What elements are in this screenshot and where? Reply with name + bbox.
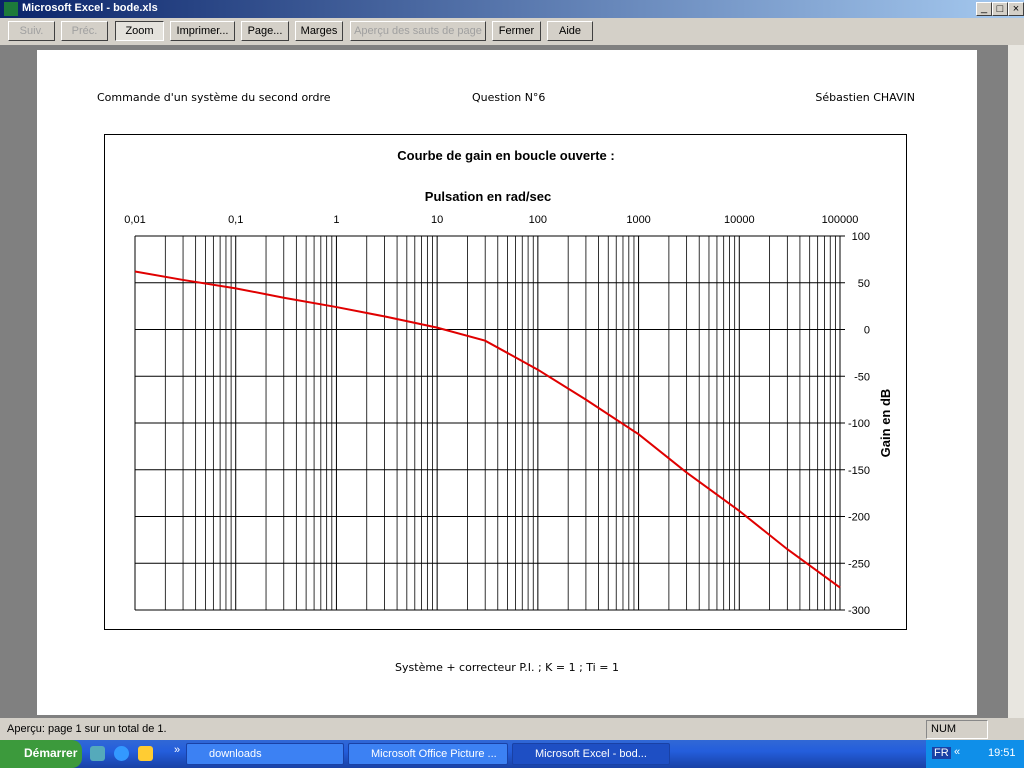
y-tick-label: -50 xyxy=(854,371,870,383)
quicklaunch-icon[interactable] xyxy=(138,746,153,761)
title-bar: Microsoft Excel - bode.xls _ □ × xyxy=(0,0,1024,18)
toolbar-button[interactable]: Imprimer... xyxy=(170,21,235,41)
x-tick-label: 1000 xyxy=(626,214,650,226)
system-tray: FR « 19:51 xyxy=(926,740,1024,768)
y-tick-label: -100 xyxy=(848,418,870,430)
gain-curve xyxy=(134,270,841,589)
y-tick-label: -150 xyxy=(848,465,870,477)
footer: Système + correcteur P.I. ; K = 1 ; Ti =… xyxy=(395,661,619,674)
close-button[interactable]: × xyxy=(1008,2,1024,16)
toolbar-button[interactable]: Zoom xyxy=(115,21,164,41)
toolbar: Suiv. Préc. Zoom Imprimer... Page... Marges Ap… xyxy=(0,18,1024,45)
status-message: Aperçu: page 1 sur un total de 1. xyxy=(7,723,167,735)
chart: Courbe de gain en boucle ouverte : Pulsa… xyxy=(104,134,907,630)
task-button[interactable]: downloads xyxy=(186,743,344,765)
header-right: Sébastien CHAVIN xyxy=(815,91,915,104)
start-button[interactable]: Démarrer xyxy=(0,740,82,768)
page: Commande d'un système du second ordre Qu… xyxy=(37,50,977,715)
toolbar-button[interactable]: Fermer xyxy=(492,21,541,41)
x-tick-label: 0,1 xyxy=(228,214,243,226)
x-tick-label: 100 xyxy=(529,214,547,226)
task-button[interactable]: Microsoft Excel - bod... xyxy=(512,743,670,765)
header-left: Commande d'un système du second ordre xyxy=(97,91,331,104)
x-axis-label: Pulsation en rad/sec xyxy=(425,189,551,204)
header-center: Question N°6 xyxy=(472,91,546,104)
toolbar-button[interactable]: Suiv. xyxy=(8,21,55,41)
language[interactable]: FR xyxy=(932,747,951,759)
task-button[interactable]: Microsoft Office Picture ... xyxy=(348,743,508,765)
status-bar: Aperçu: page 1 sur un total de 1. NUM xyxy=(0,718,1024,740)
quicklaunch-icon[interactable] xyxy=(90,746,105,761)
chart-frame xyxy=(104,134,907,630)
scrollbar[interactable] xyxy=(1008,45,1024,718)
x-tick-label: 1 xyxy=(333,214,339,226)
tray-expand[interactable]: « xyxy=(954,746,961,758)
restore-button[interactable]: □ xyxy=(992,2,1008,16)
toolbar-button[interactable]: Marges xyxy=(295,21,343,41)
y-tick-label: 100 xyxy=(852,231,870,243)
toolbar-button[interactable]: Aperçu des sauts de page xyxy=(350,21,486,41)
y-tick-label: -300 xyxy=(848,605,870,617)
app-icon xyxy=(4,2,18,16)
taskbar: Démarrer » FR « 19:51 downloads Microsoft… xyxy=(0,740,1024,768)
x-tick-label: 10000 xyxy=(724,214,755,226)
x-tick-label: 10 xyxy=(431,214,443,226)
clock: 19:51 xyxy=(988,747,1016,759)
toolbar-button[interactable]: Page... xyxy=(241,21,289,41)
quicklaunch-icon[interactable] xyxy=(114,746,129,761)
x-tick-label: 0,01 xyxy=(124,214,145,226)
more-icons[interactable]: » xyxy=(174,744,181,756)
y-tick-label: -250 xyxy=(848,558,870,570)
status-indicator: NUM xyxy=(926,720,988,739)
y-axis-label: Gain en dB xyxy=(878,389,893,458)
y-tick-label: 50 xyxy=(858,278,870,290)
x-tick-label: 100000 xyxy=(822,214,859,226)
chart-title: Courbe de gain en boucle ouverte : xyxy=(397,148,614,163)
minimize-button[interactable]: _ xyxy=(976,2,992,16)
y-tick-label: 0 xyxy=(864,325,870,337)
y-tick-label: -200 xyxy=(848,512,870,524)
window-title: Microsoft Excel - bode.xls xyxy=(22,2,158,14)
toolbar-button[interactable]: Préc. xyxy=(61,21,108,41)
toolbar-button[interactable]: Aide xyxy=(547,21,593,41)
